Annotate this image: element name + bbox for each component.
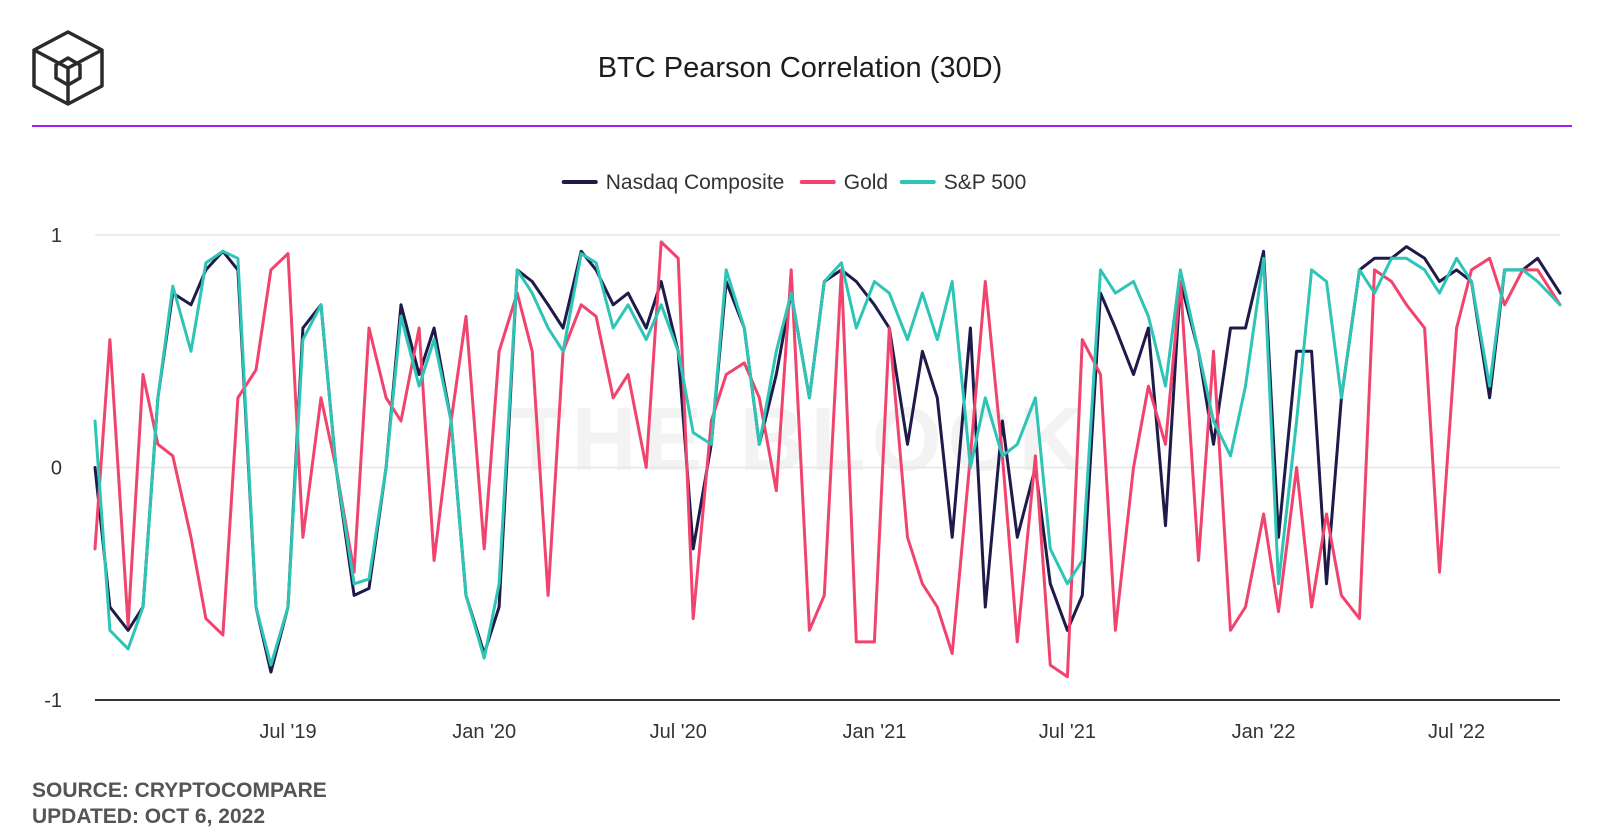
legend-label: Nasdaq Composite: [606, 171, 785, 194]
chart-series: [93, 240, 1562, 679]
x-tick-label: Jan '22: [1232, 721, 1296, 743]
x-tick-label: Jan '21: [842, 721, 906, 743]
y-axis: 1 0 -1: [44, 225, 62, 712]
the-block-logo-icon: [32, 30, 104, 106]
chart-title: BTC Pearson Correlation (30D): [597, 52, 1003, 84]
updated-note: UPDATED: OCT 6, 2022: [32, 805, 265, 828]
chart-header: BTC Pearson Correlation (30D): [0, 0, 1600, 128]
series-line-s-p-500: [93, 249, 1562, 667]
x-tick-label: Jul '19: [259, 721, 316, 743]
y-tick-label: 1: [51, 225, 62, 247]
chart-legend: Nasdaq Composite Gold S&P 500: [561, 171, 1027, 194]
x-tick-label: Jan '20: [452, 721, 516, 743]
chart-gridlines: [95, 234, 1560, 701]
y-tick-label: -1: [44, 690, 62, 712]
y-tick-label: 0: [51, 458, 62, 480]
correlation-line-chart: THE BLOCK Nasdaq Composite Gold S&P 500 10…: [44, 171, 1562, 743]
legend-label: S&P 500: [944, 171, 1027, 194]
x-tick-label: Jul '21: [1039, 721, 1096, 743]
title-divider: [32, 125, 1572, 127]
x-axis: Jul '19 Jan '20 Jul '20 Jan '21 Jul '21 Jan '…: [259, 721, 1485, 743]
legend-label: Gold: [844, 171, 888, 194]
chart-footer: SOURCE: CRYPTOCOMPARE UPDATED: OCT 6, 20…: [32, 778, 327, 830]
source-note: SOURCE: CRYPTOCOMPARE: [32, 779, 327, 802]
x-tick-label: Jul '22: [1428, 721, 1485, 743]
x-tick-label: Jul '20: [650, 721, 707, 743]
